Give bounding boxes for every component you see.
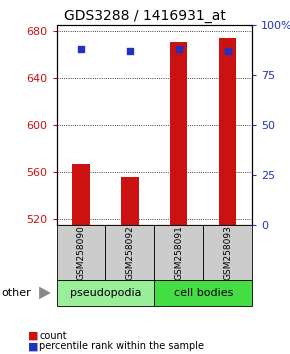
- Point: [79, 46, 83, 52]
- Point: [177, 46, 181, 52]
- Bar: [203, 225, 252, 280]
- Bar: [170, 42, 187, 225]
- Text: GSM258090: GSM258090: [77, 225, 86, 280]
- Bar: [72, 164, 90, 225]
- Text: GSM258091: GSM258091: [174, 225, 183, 280]
- Text: GDS3288 / 1416931_at: GDS3288 / 1416931_at: [64, 9, 226, 23]
- Bar: [219, 38, 236, 225]
- Text: GSM258093: GSM258093: [223, 225, 232, 280]
- Text: ■: ■: [28, 331, 38, 341]
- Point: [226, 48, 230, 53]
- Bar: [57, 280, 154, 306]
- Text: count: count: [39, 331, 67, 341]
- Text: cell bodies: cell bodies: [174, 288, 233, 298]
- Text: GSM258092: GSM258092: [126, 225, 135, 280]
- Bar: [122, 177, 139, 225]
- Text: percentile rank within the sample: percentile rank within the sample: [39, 341, 204, 351]
- Bar: [154, 280, 252, 306]
- Polygon shape: [39, 287, 51, 299]
- Text: ■: ■: [28, 341, 38, 351]
- Bar: [57, 225, 106, 280]
- Text: other: other: [1, 288, 31, 298]
- Text: pseudopodia: pseudopodia: [70, 288, 141, 298]
- Bar: [154, 225, 203, 280]
- Point: [128, 48, 132, 53]
- Bar: [106, 225, 154, 280]
